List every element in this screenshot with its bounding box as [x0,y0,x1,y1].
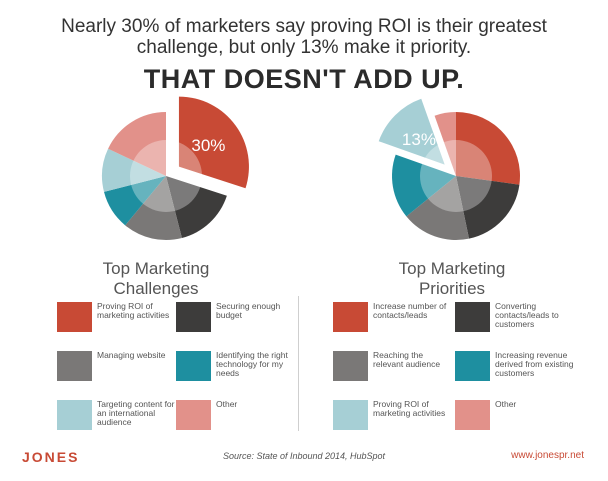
headline-line-2: challenge, but only 13% make it priority… [136,37,472,58]
jones-logo: JONES [22,449,80,465]
priorities-legend-item: Reaching the relevant audience [333,351,453,391]
legend-swatch [176,400,211,430]
pie-inner-ring [420,140,492,212]
pie-slice [102,148,166,192]
priorities-legend-item: Increase number of contacts/leads [333,302,453,342]
pie-slice [125,176,182,241]
pie-slice [434,112,456,176]
legend-label: Other [216,399,238,409]
legend-label: Other [495,399,517,409]
legend-swatch [176,302,211,332]
legend-swatch [333,302,368,332]
pie-slice [104,176,166,226]
priorities-legend-item: Other [455,400,575,440]
legend-label: Reaching the relevant audience [373,350,441,369]
pie-slice [392,154,456,217]
challenges-title-line-1: Top Marketing [102,259,210,278]
divider [298,296,299,431]
legend-swatch [333,351,368,381]
challenges-legend-item: Managing website [57,351,177,391]
headline-line-1: Nearly 30% of marketers say proving ROI … [61,16,547,37]
legend-label: Managing website [97,350,166,360]
priorities-title-line-1: Top Marketing [398,259,506,278]
legend-swatch [455,351,490,381]
challenges-legend-item: Identifying the right technology for my … [176,351,296,391]
challenges-pie-chart: 30% [102,96,249,241]
legend-label: Identifying the right technology for my … [216,350,288,378]
pie-slice [166,176,227,238]
priorities-legend-item: Increasing revenue derived from existing… [455,351,575,391]
pie-slice [108,112,166,176]
pie-slice [178,96,249,189]
priorities-chart-title: Top Marketing Priorities [372,259,532,299]
challenges-title-line-2: Challenges [113,279,199,298]
legend-label: Proving ROI of marketing activities [373,399,446,418]
source-citation: Source: State of Inbound 2014, HubSpot [222,451,386,461]
pie-slice [406,176,470,240]
pie-slice [456,176,520,239]
pie-inner-ring [130,140,202,212]
pie-slice [378,98,445,165]
priorities-legend-item: Proving ROI of marketing activities [333,400,453,440]
legend-label: Increase number of contacts/leads [373,301,447,320]
challenges-legend-item: Targeting content for an international a… [57,400,177,440]
legend-label: Increasing revenue derived from existing… [495,350,574,378]
legend-label: Proving ROI of marketing activities [97,301,170,320]
headline: Nearly 30% of marketers say proving ROI … [0,16,608,58]
challenges-legend-item: Other [176,400,296,440]
website-link[interactable]: www.jonespr.net [511,450,584,461]
slice-percent-label: 30% [191,136,225,155]
pie-slice [456,112,520,185]
legend-label: Targeting content for an international a… [97,399,175,427]
legend-swatch [57,351,92,381]
legend-label: Securing enough budget [216,301,281,320]
legend-swatch [57,400,92,430]
legend-swatch [333,400,368,430]
headline-emphasis: THAT DOESN'T ADD UP. [143,64,465,94]
legend-label: Converting contacts/leads to customers [495,301,559,329]
challenges-legend-item: Securing enough budget [176,302,296,342]
challenges-legend-item: Proving ROI of marketing activities [57,302,177,342]
priorities-pie-chart: 13% [378,98,520,240]
legend-swatch [455,400,490,430]
priorities-legend-item: Converting contacts/leads to customers [455,302,575,342]
legend-swatch [176,351,211,381]
priorities-title-line-2: Priorities [418,279,486,298]
challenges-chart-title: Top Marketing Challenges [76,259,236,299]
legend-swatch [455,302,490,332]
legend-swatch [57,302,92,332]
slice-percent-label: 13% [402,130,436,149]
